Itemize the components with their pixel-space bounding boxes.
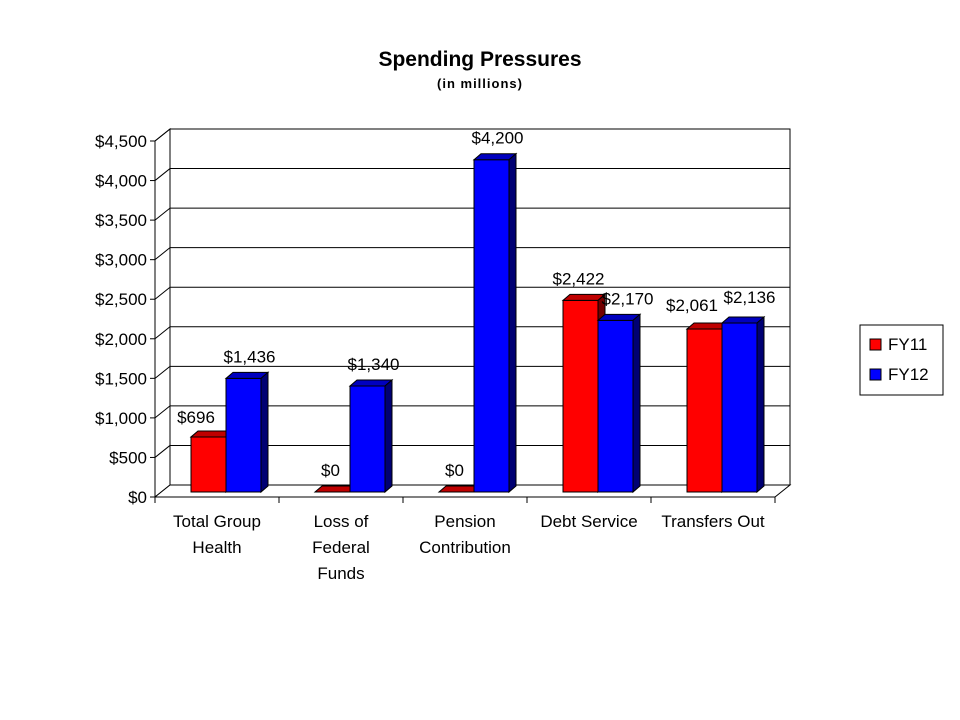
gridline-side bbox=[154, 247, 171, 261]
data-label-fy12: $1,340 bbox=[348, 355, 400, 374]
x-category-label: Debt Service bbox=[540, 512, 637, 531]
legend-swatch-fy12 bbox=[869, 368, 882, 381]
x-category-label: Funds bbox=[317, 564, 364, 583]
gridline-side bbox=[154, 326, 171, 340]
data-label-fy11: $2,422 bbox=[553, 269, 605, 288]
data-label-fy11: $0 bbox=[321, 461, 340, 480]
data-label-fy12: $1,436 bbox=[224, 347, 276, 366]
data-label-fy12: $2,136 bbox=[724, 288, 776, 307]
legend-box bbox=[859, 324, 944, 396]
data-label-fy11: $696 bbox=[177, 408, 215, 427]
y-tick-label: $4,000 bbox=[95, 172, 147, 191]
legend: FY11 FY12 bbox=[859, 324, 944, 396]
x-category-label: Contribution bbox=[419, 538, 511, 557]
gridline-side bbox=[154, 445, 171, 458]
bar-fy11 bbox=[190, 436, 227, 493]
bar-fy12 bbox=[597, 319, 634, 493]
y-tick-label: $1,000 bbox=[95, 409, 147, 428]
y-tick-label: $500 bbox=[109, 448, 147, 467]
y-tick-label: $1,500 bbox=[95, 369, 147, 388]
bar-side-fy12 bbox=[508, 152, 517, 494]
x-category-label: Federal bbox=[312, 538, 370, 557]
bar-fy12 bbox=[721, 322, 758, 493]
y-tick-label: $2,000 bbox=[95, 330, 147, 349]
x-category-label: Loss of bbox=[314, 512, 369, 531]
gridline-side bbox=[154, 405, 171, 419]
gridline-side bbox=[154, 128, 171, 142]
x-category-label: Health bbox=[192, 538, 241, 557]
x-category-label: Pension bbox=[434, 512, 495, 531]
chart-title: Spending Pressures bbox=[378, 48, 581, 71]
side-wall bbox=[154, 127, 171, 499]
bar-side-fy12 bbox=[632, 313, 641, 494]
bar-fy12 bbox=[349, 385, 386, 493]
bar-side-fy12 bbox=[384, 378, 393, 494]
bar-fy12 bbox=[473, 159, 510, 493]
gridline-side bbox=[154, 286, 171, 300]
bar-fy12 bbox=[225, 377, 262, 493]
data-label-fy12: $2,170 bbox=[602, 289, 654, 308]
bars bbox=[189, 152, 766, 494]
x-category-label: Total Group bbox=[173, 512, 261, 531]
legend-swatch-fy11 bbox=[869, 338, 882, 351]
y-tick-label: $3,500 bbox=[95, 211, 147, 230]
y-tick-label: $2,500 bbox=[95, 290, 147, 309]
y-tick-label: $3,000 bbox=[95, 251, 147, 270]
gridline-side bbox=[154, 207, 171, 221]
y-axis: $0 $500 $1,000 $1,500 $2,000 $2,500 $3,000 $3,5… bbox=[95, 132, 156, 507]
x-category-label: Transfers Out bbox=[661, 512, 765, 531]
data-label-fy12: $4,200 bbox=[472, 129, 524, 148]
y-tick-label: $4,500 bbox=[95, 132, 147, 151]
data-labels: $696 $1,436 $0 $1,340 $0 $4,200 $2,422$2,170 $2… bbox=[177, 129, 775, 480]
data-label-fy11: $0 bbox=[445, 461, 464, 480]
bar-side-fy12 bbox=[260, 371, 269, 494]
data-label-fy11: $2,061 bbox=[666, 296, 718, 315]
y-tick-label: $0 bbox=[128, 488, 147, 507]
chart-subtitle: (in millions) bbox=[437, 76, 523, 91]
bar-fy11 bbox=[562, 299, 599, 493]
legend-label-fy11: FY11 bbox=[888, 335, 927, 354]
bar-fy11 bbox=[686, 328, 723, 493]
legend-label-fy12: FY12 bbox=[888, 365, 929, 384]
x-axis: Total Group Health Loss of Federal Funds Pens… bbox=[154, 496, 776, 583]
gridline-side bbox=[154, 168, 171, 181]
gridline-side bbox=[154, 365, 171, 379]
bar-side-fy12 bbox=[756, 315, 765, 494]
